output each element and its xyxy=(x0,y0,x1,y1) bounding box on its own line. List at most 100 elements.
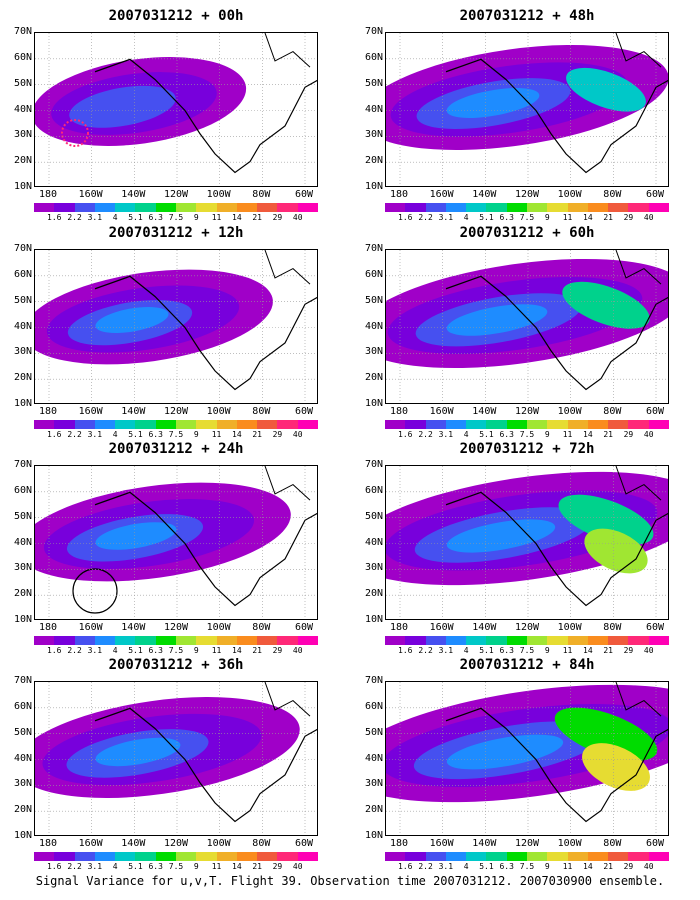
colorbar-label: 29 xyxy=(623,213,634,222)
coastline xyxy=(264,682,311,717)
lon-tick-label: 160W xyxy=(429,406,454,417)
lon-tick-label: 120W xyxy=(514,189,540,200)
colorbar-swatch xyxy=(196,636,217,645)
variance-contour xyxy=(566,67,646,112)
colorbar-swatch xyxy=(547,852,568,861)
lat-tick-label: 10N xyxy=(364,181,383,192)
colorbar-swatch xyxy=(445,636,467,645)
colorbar-label: 40 xyxy=(643,862,654,871)
colorbar-swatch xyxy=(74,636,95,645)
lon-tick-label: 160W xyxy=(78,406,103,417)
colorbar-label: 29 xyxy=(272,646,283,655)
variance-contour xyxy=(446,519,556,553)
colorbar xyxy=(34,852,318,861)
colorbar-swatch xyxy=(445,420,467,429)
lon-tick-label: 100W xyxy=(557,189,582,200)
colorbar-label: 1.6 xyxy=(47,862,62,871)
colorbar-label: 29 xyxy=(623,862,634,871)
variance-contour xyxy=(554,707,658,761)
lon-tick-label: 180 xyxy=(389,622,409,633)
lon-tick-label: 80W xyxy=(603,406,622,417)
colorbar-swatch xyxy=(277,852,298,861)
colorbar-swatch xyxy=(297,420,318,429)
colorbar-label: 2.2 xyxy=(67,430,82,439)
colorbar-label: 11 xyxy=(562,862,573,871)
colorbar-swatch xyxy=(54,852,75,861)
lon-tick-label: 80W xyxy=(603,622,622,633)
colorbar-label: 21 xyxy=(252,213,262,222)
coastline xyxy=(615,250,662,285)
lat-tick-label: 50N xyxy=(13,77,32,89)
variance-contour xyxy=(446,734,564,770)
colorbar-label: 5.1 xyxy=(479,862,494,871)
colorbar-swatch xyxy=(648,636,669,645)
map-panel xyxy=(34,681,318,836)
colorbar-label: 9 xyxy=(193,862,199,871)
colorbar-label: 3.1 xyxy=(87,213,103,222)
lat-tick-label: 40N xyxy=(13,320,32,332)
lon-tick-label: 160W xyxy=(78,189,103,200)
colorbar-swatch xyxy=(486,203,507,212)
map-panel xyxy=(385,249,669,404)
panel-title: 2007031212 + 36h xyxy=(108,657,244,673)
coastline xyxy=(445,491,668,607)
colorbar-swatch xyxy=(486,420,507,429)
colorbar-swatch xyxy=(74,420,95,429)
lon-tick-label: 120W xyxy=(514,838,540,849)
colorbar-swatch xyxy=(567,420,588,429)
lon-tick-label: 120W xyxy=(163,838,189,849)
colorbar-swatch xyxy=(277,636,298,645)
lat-tick-label: 60N xyxy=(13,700,32,712)
lat-tick-label: 70N xyxy=(13,675,32,686)
lon-tick-label: 100W xyxy=(206,406,231,417)
lon-tick-label: 180 xyxy=(38,838,58,849)
colorbar-label: 6.3 xyxy=(499,646,514,655)
colorbar-swatch xyxy=(257,636,278,645)
lat-tick-label: 50N xyxy=(13,726,32,738)
lat-tick-label: 60N xyxy=(364,51,383,63)
lat-tick-label: 10N xyxy=(364,614,383,625)
lon-tick-label: 80W xyxy=(252,622,271,633)
colorbar-swatch xyxy=(34,852,55,861)
colorbar-label: 29 xyxy=(623,646,634,655)
colorbar-label: 6.3 xyxy=(148,646,163,655)
lon-tick-label: 140W xyxy=(472,838,497,849)
colorbar-label: 5.1 xyxy=(128,213,143,222)
colorbar-label: 40 xyxy=(292,213,303,222)
colorbar-swatch xyxy=(297,852,318,861)
colorbar-swatch xyxy=(216,636,237,645)
colorbar-swatch xyxy=(74,852,95,861)
lat-tick-label: 10N xyxy=(13,614,32,625)
lon-tick-label: 80W xyxy=(603,838,622,849)
map-panel xyxy=(34,32,318,187)
colorbar xyxy=(34,636,318,645)
lat-tick-label: 20N xyxy=(364,804,383,816)
colorbar-swatch xyxy=(175,420,197,429)
lat-tick-label: 30N xyxy=(364,129,383,141)
colorbar-label: 14 xyxy=(583,646,593,655)
colorbar-swatch xyxy=(385,203,406,212)
colorbar-label: 4 xyxy=(112,646,118,655)
colorbar-swatch xyxy=(608,420,629,429)
colorbar-swatch xyxy=(385,852,406,861)
coastline xyxy=(445,58,668,174)
lat-tick-label: 40N xyxy=(364,103,383,115)
colorbar-swatch xyxy=(277,203,298,212)
lon-tick-label: 140W xyxy=(472,622,497,633)
colorbar-swatch xyxy=(135,636,156,645)
lat-tick-label: 20N xyxy=(364,372,383,384)
colorbar-swatch xyxy=(155,203,176,212)
colorbar-swatch xyxy=(175,636,197,645)
colorbar-swatch xyxy=(236,636,258,645)
colorbar-label: 6.3 xyxy=(499,862,514,871)
colorbar-label: 4 xyxy=(112,430,118,439)
colorbar-swatch xyxy=(115,203,136,212)
colorbar-swatch xyxy=(567,636,588,645)
colorbar-swatch xyxy=(608,852,629,861)
coastline xyxy=(615,682,662,717)
variance-contour xyxy=(95,306,169,334)
colorbar-swatch xyxy=(587,420,609,429)
colorbar-label: 2.2 xyxy=(67,646,82,655)
colorbar-swatch xyxy=(567,203,588,212)
lon-tick-label: 60W xyxy=(294,406,314,417)
